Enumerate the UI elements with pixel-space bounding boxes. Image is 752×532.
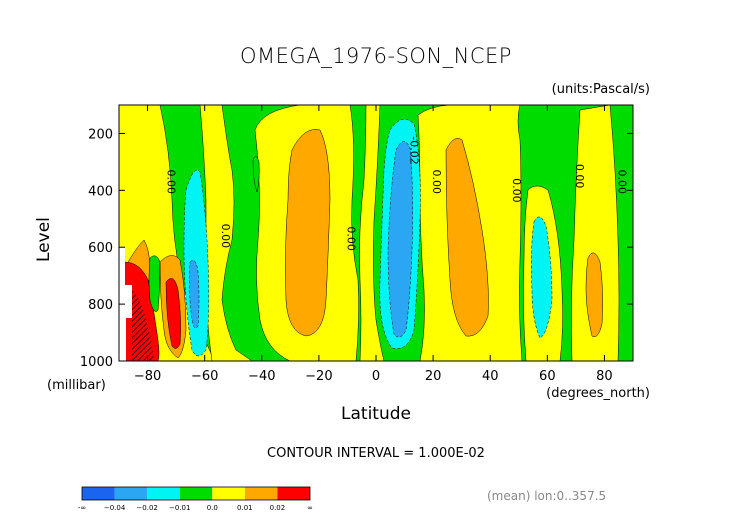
contour-labels: 0.00 0.00 0.00 -0.02 0.00 0.00 0.00 0.00 (165, 136, 629, 251)
colorbar-swatch (147, 487, 180, 500)
x-tick-label: 80 (596, 369, 613, 384)
colorbar-swatch (212, 487, 245, 500)
band-orange-south-subtropics (285, 129, 331, 337)
colorbar-label: 0.0 (207, 504, 218, 512)
colorbar-swatch (244, 487, 278, 500)
x-tick-label: −40 (248, 369, 275, 384)
y-axis-title: Level (34, 217, 54, 262)
chart-title: OMEGA_1976-SON_NCEP (240, 44, 512, 68)
axes: −80 −60 −40 −20 0 20 40 60 80 200 400 600 800 1000 (80, 105, 633, 384)
contour-label: 0.00 (573, 164, 586, 189)
band-green-south-40 (252, 156, 260, 193)
colorbar-swatch (277, 487, 310, 500)
contour-label: 0.00 (344, 226, 357, 251)
x-tick-label: 20 (425, 369, 442, 384)
y-tick-label: 1000 (80, 355, 113, 370)
band-red-hatched (132, 290, 154, 361)
colorbar-swatch (114, 487, 148, 500)
band-yellow-south-mid-1 (199, 105, 253, 361)
y-tick-label: 800 (88, 298, 113, 313)
x-unit-label: (degrees_north) (546, 386, 650, 401)
colorbar-swatch (82, 487, 115, 500)
contour-label: 0.00 (616, 170, 629, 195)
colorbar-frame (81, 486, 311, 501)
band-orange-north-75 (585, 252, 603, 337)
colorbar-label: −0.01 (169, 504, 190, 512)
contour-label: 0.00 (430, 170, 443, 195)
band-orange-north-subtropics (445, 138, 489, 337)
contour-label: 0.00 (219, 224, 232, 249)
colorbar-label: 0.02 (270, 504, 286, 512)
contour-field (119, 105, 633, 361)
x-tick-label: −60 (191, 369, 218, 384)
band-cyan-north-55 (531, 216, 553, 339)
band-green-south-80 (148, 255, 161, 312)
contour-interval-text: CONTOUR INTERVAL = 1.000E-02 (267, 446, 485, 461)
x-tick-label: −20 (305, 369, 332, 384)
colorbar-swatch (179, 487, 213, 500)
y-tick-label: 400 (88, 184, 113, 199)
y-unit-label: (millibar) (47, 378, 106, 393)
contour-label: 0.00 (510, 178, 523, 203)
x-tick-label: 60 (539, 369, 556, 384)
colorbar-label: −0.02 (136, 504, 157, 512)
contour-label: 0.00 (165, 170, 178, 195)
x-tick-label: −80 (134, 369, 161, 384)
band-yellow-equator (359, 105, 385, 361)
band-yellow-north-75 (571, 105, 620, 361)
band-cyan-south-60 (183, 169, 209, 357)
x-tick-label: 40 (482, 369, 499, 384)
band-red-south-70 (165, 278, 181, 349)
colorbar: -∞ −0.04 −0.02 −0.01 0.0 0.01 0.02 ∞ (78, 486, 313, 512)
contour-label: -0.02 (407, 136, 420, 164)
y-tick-label: 200 (88, 127, 113, 142)
colorbar-label: −0.04 (104, 504, 126, 512)
x-axis-title: Latitude (341, 404, 411, 424)
colorbar-label: ∞ (307, 504, 313, 512)
units-label: (units:Pascal/s) (551, 82, 650, 97)
band-blue-south-60 (189, 260, 200, 329)
colorbar-label: -∞ (78, 504, 86, 512)
x-tick-label: 0 (372, 369, 380, 384)
y-tick-label: 600 (88, 241, 113, 256)
mean-text: (mean) lon:0..357.5 (487, 489, 607, 503)
colorbar-label: 0.01 (237, 504, 253, 512)
band-blue-itcz (387, 141, 413, 338)
